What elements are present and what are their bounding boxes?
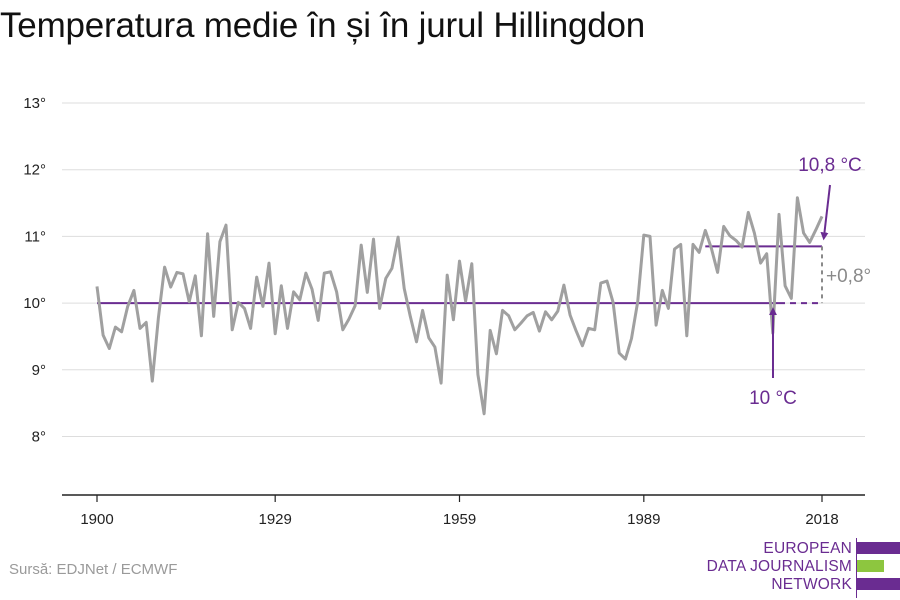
y-tick-label: 9° <box>32 362 46 379</box>
baseline-label: 10 °C <box>749 388 797 409</box>
x-tick-label: 1900 <box>80 511 113 528</box>
y-tick-label: 10° <box>23 295 46 312</box>
x-tick-label: 2018 <box>805 511 838 528</box>
logo-line-european: EUROPEAN <box>763 540 852 557</box>
grid-lines <box>62 102 865 437</box>
source-note: Sursă: EDJNet / ECMWF <box>9 561 178 578</box>
recent-average-arrow <box>820 184 831 241</box>
logo-bar-purple-bottom <box>857 578 900 590</box>
logo-divider <box>856 538 857 598</box>
recent-average-label: 10,8 °C <box>798 155 862 176</box>
y-tick-label: 8° <box>32 429 46 446</box>
logo-line-network: NETWORK <box>771 576 852 593</box>
x-tick-label: 1929 <box>258 511 291 528</box>
x-tick-label: 1959 <box>443 511 476 528</box>
difference-label: +0,8° <box>826 266 871 287</box>
y-tick-label: 13° <box>23 95 46 112</box>
chart-title: Temperatura medie în și în jurul Hilling… <box>0 6 646 45</box>
x-tick-label: 1989 <box>627 511 660 528</box>
x-axis: 1900 1929 1959 1989 2018 <box>80 495 839 528</box>
logo-bar-purple-top <box>857 542 900 554</box>
y-tick-label: 12° <box>23 162 46 179</box>
logo-bar-green <box>857 560 884 572</box>
annotations: +0,8° 10 °C 10,8 °C <box>749 155 871 409</box>
y-tick-label: 11° <box>24 228 46 245</box>
edjnet-logo[interactable]: EUROPEAN DATA JOURNALISM NETWORK <box>700 538 900 598</box>
y-axis-tick-labels: 8° 9° 10° 11° 12° 13° <box>23 95 46 446</box>
logo-line-data-journalism: DATA JOURNALISM <box>706 558 852 575</box>
temperature-series-line <box>95 196 824 416</box>
